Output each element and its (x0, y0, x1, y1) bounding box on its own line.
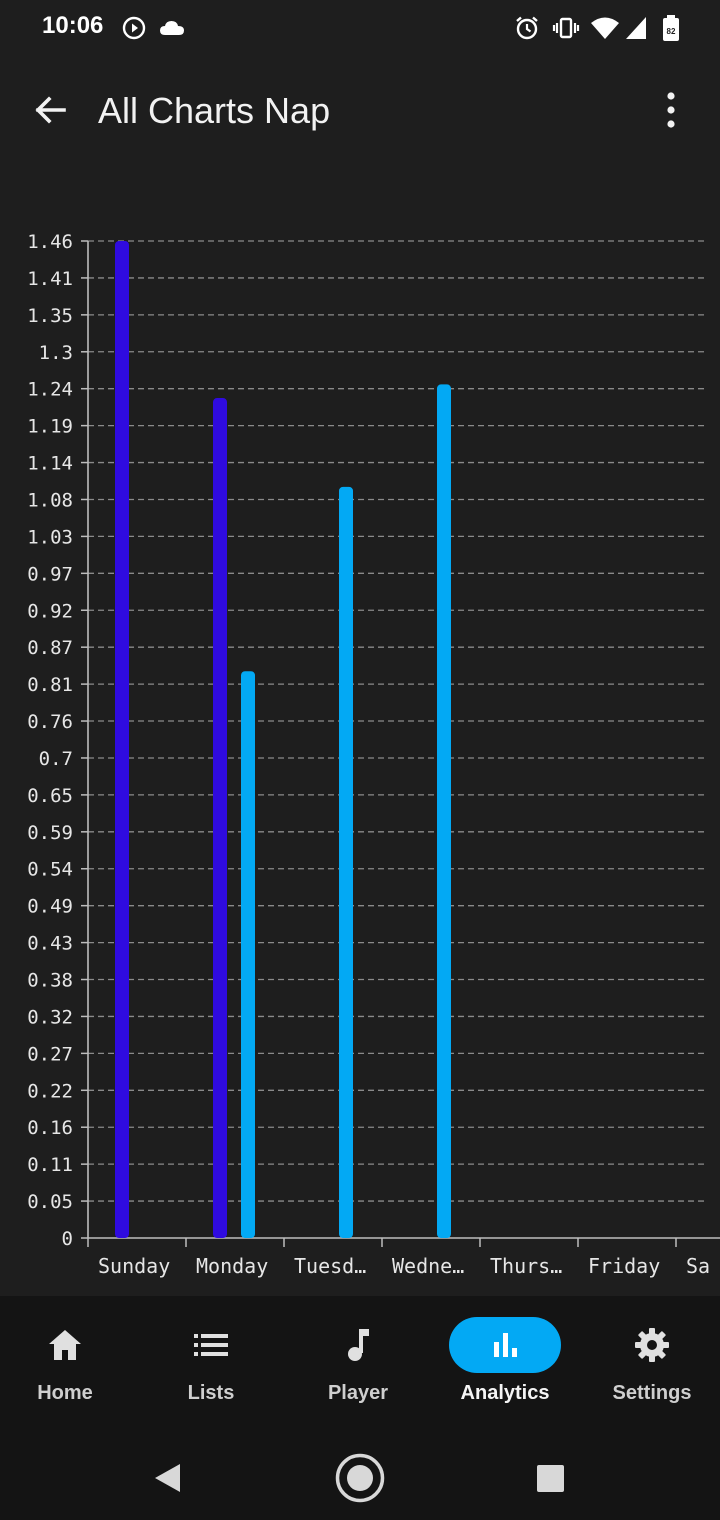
music-note-icon (348, 1329, 369, 1361)
bar[interactable] (213, 398, 227, 1238)
recents-square-icon[interactable] (537, 1465, 564, 1492)
system-navigation-bar (0, 1436, 720, 1520)
bar[interactable] (437, 384, 451, 1238)
y-tick-label: 0.59 (27, 822, 73, 844)
page-title: All Charts Nap (98, 90, 331, 131)
y-tick-label: 1.08 (27, 489, 73, 511)
nav-label-home: Home (37, 1382, 93, 1404)
nav-item-analytics[interactable]: Analytics (433, 1296, 577, 1436)
y-tick-label: 0.54 (27, 859, 73, 881)
list-icon (194, 1334, 228, 1356)
y-tick-label: 1.19 (27, 416, 73, 438)
cloud-icon (160, 21, 184, 35)
y-tick-label: 1.41 (27, 268, 73, 290)
y-tick-label: 1.46 (27, 231, 73, 253)
y-tick-label: 0.22 (27, 1080, 73, 1102)
y-tick-label: 0 (62, 1228, 73, 1250)
gear-icon (635, 1328, 669, 1362)
app-bar: All Charts Nap (0, 56, 720, 166)
y-tick-label: 1.24 (27, 379, 73, 401)
y-tick-label: 1.35 (27, 305, 73, 327)
chart-bars (115, 241, 451, 1239)
battery-icon: 82 (663, 15, 679, 41)
vibrate-icon (552, 17, 580, 39)
nav-item-player[interactable]: Player (286, 1296, 430, 1436)
home-circle-icon[interactable] (334, 1452, 386, 1504)
x-tick-label: Friday (588, 1254, 660, 1278)
status-time: 10:06 (42, 12, 104, 39)
y-tick-label: 0.81 (27, 674, 73, 696)
bar-chart: 0 0.05 0.11 0.16 0.22 0.27 0.32 0.38 0.43 0.49 0.5… (27, 231, 720, 1278)
nav-label-settings: Settings (612, 1382, 692, 1404)
y-axis-ticks: 0 0.05 0.11 0.16 0.22 0.27 0.32 0.38 0.43 0.49 0.5… (27, 231, 88, 1250)
x-tick-label: Monday (196, 1254, 268, 1278)
y-tick-label: 0.65 (27, 785, 73, 807)
x-tick-label: Tuesd… (294, 1254, 366, 1278)
y-tick-label: 0.76 (27, 711, 73, 733)
x-tick-label: Thurs… (490, 1254, 562, 1278)
bar[interactable] (339, 486, 353, 1239)
y-tick-label: 1.14 (27, 453, 73, 475)
battery-level: 82 (667, 27, 676, 36)
nav-label-player: Player (327, 1382, 389, 1404)
nav-label-lists: Lists (187, 1382, 235, 1404)
x-tick-label: Sunday (98, 1254, 170, 1278)
bar[interactable] (115, 241, 129, 1238)
y-tick-label: 0.7 (39, 748, 73, 770)
bottom-navigation: Home Lists Player Analytics (0, 1296, 720, 1436)
bar-chart-icon (494, 1333, 517, 1357)
arrow-back-icon[interactable] (30, 90, 70, 130)
y-tick-label: 0.16 (27, 1117, 73, 1139)
x-axis-ticks: Sunday Monday Tuesd… Wedne… Thurs… Friday Sa (87, 1238, 710, 1278)
y-tick-label: 0.97 (27, 563, 73, 585)
back-triangle-icon[interactable] (152, 1462, 182, 1494)
y-tick-label: 0.92 (27, 600, 73, 622)
y-tick-label: 1.3 (39, 342, 73, 364)
y-tick-label: 0.11 (27, 1154, 73, 1176)
y-tick-label: 0.32 (27, 1006, 73, 1028)
y-tick-label: 1.03 (27, 526, 73, 548)
nav-label-analytics: Analytics (460, 1382, 550, 1404)
home-icon (49, 1330, 81, 1360)
alarm-icon (516, 16, 538, 40)
y-tick-label: 0.05 (27, 1191, 73, 1213)
nav-item-settings[interactable]: Settings (580, 1296, 720, 1436)
x-tick-label: Wedne… (392, 1254, 464, 1278)
status-bar: 10:06 82 (0, 0, 720, 56)
y-tick-label: 0.43 (27, 933, 73, 955)
nav-item-lists[interactable]: Lists (139, 1296, 283, 1436)
chart-axes (87, 241, 720, 1239)
y-tick-label: 0.87 (27, 637, 73, 659)
y-tick-label: 0.27 (27, 1043, 73, 1065)
y-tick-label: 0.49 (27, 896, 73, 918)
x-tick-label: Sa (686, 1254, 710, 1278)
signal-icon (626, 17, 646, 39)
bar[interactable] (241, 671, 255, 1238)
chart-grid (88, 240, 706, 1202)
y-tick-label: 0.38 (27, 970, 73, 992)
play-circle-icon (122, 16, 146, 40)
nav-item-home[interactable]: Home (0, 1296, 137, 1436)
wifi-icon (591, 17, 619, 39)
more-vert-icon[interactable] (654, 90, 688, 130)
